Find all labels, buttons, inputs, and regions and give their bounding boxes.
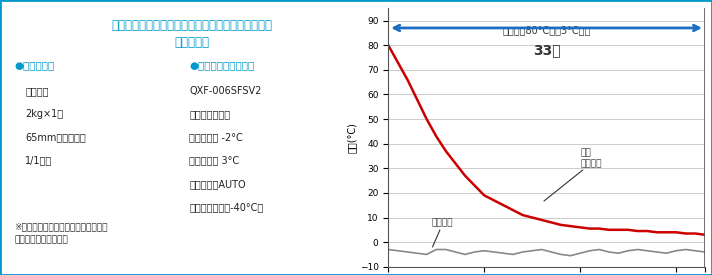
Text: 豚肉
中心温度: 豚肉 中心温度 [580, 148, 602, 169]
Text: ※冷却時間は初期品温・大きさ・量等
　により異なります。: ※冷却時間は初期品温・大きさ・量等 により異なります。 [14, 223, 108, 244]
Text: 2kg×1段: 2kg×1段 [26, 109, 63, 119]
Text: 予冷　　　有（-40°C）: 予冷 有（-40°C） [189, 202, 263, 212]
Text: ●使用機種・設定条件: ●使用機種・設定条件 [189, 60, 254, 70]
Text: モード　　チル: モード チル [189, 109, 230, 119]
Text: トマト煮: トマト煮 [26, 86, 49, 96]
Y-axis label: 温度(°C): 温度(°C) [347, 122, 357, 153]
Text: 庫内温度: 庫内温度 [431, 218, 453, 227]
Text: 目標芯温　 3°C: 目標芯温 3°C [189, 156, 239, 166]
Text: 冷風温度　 -2°C: 冷風温度 -2°C [189, 132, 243, 142]
Text: 33分: 33分 [533, 43, 560, 57]
Text: ●検体・容量: ●検体・容量 [14, 60, 55, 70]
Text: 中心温度80°Cから3°Cまで: 中心温度80°Cから3°Cまで [503, 26, 591, 35]
Text: 65mmホテルパン: 65mmホテルパン [26, 132, 86, 142]
Text: 1/1使用: 1/1使用 [26, 156, 53, 166]
Text: ブラストチラーによる豚肉とひよこ豆のトマト煮の
冷却データ: ブラストチラーによる豚肉とひよこ豆のトマト煮の 冷却データ [112, 19, 273, 49]
Text: QXF-006SFSV2: QXF-006SFSV2 [189, 86, 261, 96]
Text: 風量　　　AUTO: 風量 AUTO [189, 179, 246, 189]
